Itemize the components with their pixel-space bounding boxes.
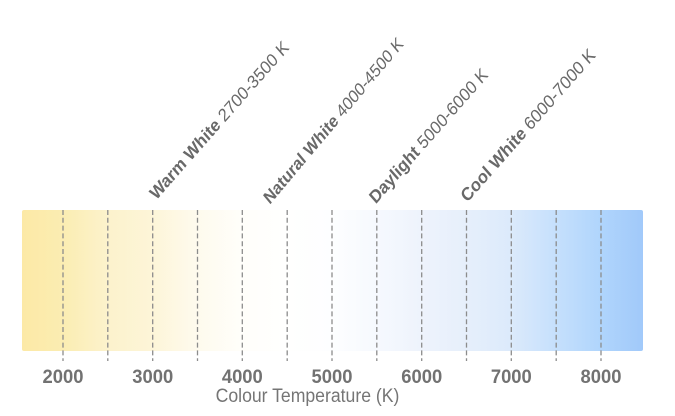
svg-text:3000: 3000 bbox=[132, 366, 173, 388]
svg-text:7000: 7000 bbox=[491, 366, 532, 388]
svg-text:Colour Temperature (K): Colour Temperature (K) bbox=[216, 384, 400, 406]
svg-text:4000: 4000 bbox=[222, 366, 263, 388]
svg-text:5000: 5000 bbox=[312, 366, 353, 388]
svg-text:Warm White 2700-3500 K: Warm White 2700-3500 K bbox=[146, 36, 293, 203]
svg-text:6000: 6000 bbox=[401, 366, 442, 388]
svg-text:2000: 2000 bbox=[43, 366, 84, 388]
svg-text:8000: 8000 bbox=[581, 366, 622, 388]
